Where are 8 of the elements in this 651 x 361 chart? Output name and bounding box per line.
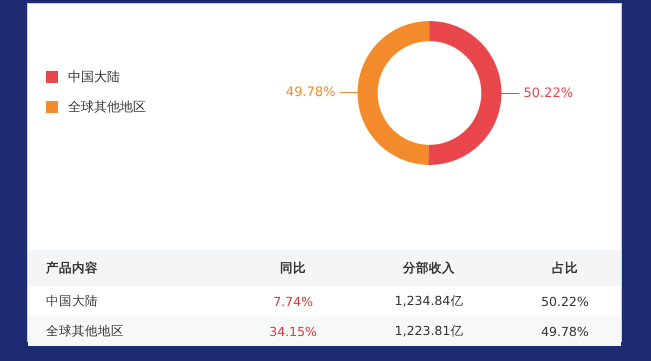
text: 50.22% — [540, 292, 590, 310]
legend-label: 中国大陆 — [68, 69, 120, 86]
text: 中国大陆 — [45, 292, 99, 310]
text: 7.74% — [272, 292, 314, 310]
data-label: 50.22% — [524, 86, 574, 101]
text: 1,234.84亿 — [394, 292, 464, 310]
legend-label: 全球其他地区 — [68, 99, 146, 116]
data-label: 49.78% — [286, 84, 336, 100]
